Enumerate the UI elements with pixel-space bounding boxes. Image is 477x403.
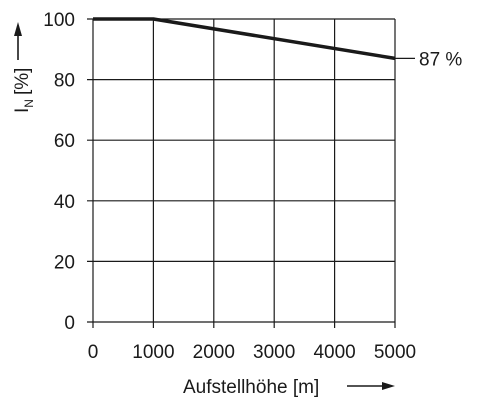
- y-axis-label-main: I: [12, 108, 33, 113]
- x-tick-label: 0: [88, 342, 99, 363]
- x-tick-label: 5000: [374, 342, 416, 363]
- x-tick-label: 1000: [132, 342, 174, 363]
- x-tick-label: 4000: [313, 342, 355, 363]
- x-tick-label: 3000: [253, 342, 295, 363]
- y-axis-arrow-icon: [14, 22, 22, 60]
- x-axis-label: Aufstellhöhe [m]: [183, 377, 319, 398]
- y-axis-label: IN [%]: [12, 68, 36, 113]
- y-tick-label: 60: [54, 131, 75, 152]
- annotation-label: 87 %: [419, 49, 462, 70]
- y-axis-label-unit: [%]: [12, 68, 33, 95]
- y-tick-label: 40: [54, 192, 75, 213]
- y-tick-label: 100: [43, 10, 75, 31]
- y-tick-label: 0: [64, 313, 75, 334]
- x-axis-arrow-icon: [347, 382, 395, 390]
- svg-text:IN[%]: IN [%]: [12, 68, 36, 113]
- tick-labels: 0 1000 2000 3000 4000 5000 0 20 40 60 80 100: [43, 10, 416, 363]
- y-tick-label: 20: [54, 252, 75, 273]
- series-layer: [93, 17, 396, 61]
- y-tick-label: 80: [54, 71, 75, 92]
- grid: [87, 18, 396, 328]
- y-axis-label-sub: N: [22, 99, 36, 108]
- series-line: [93, 17, 396, 61]
- x-tick-label: 2000: [193, 342, 235, 363]
